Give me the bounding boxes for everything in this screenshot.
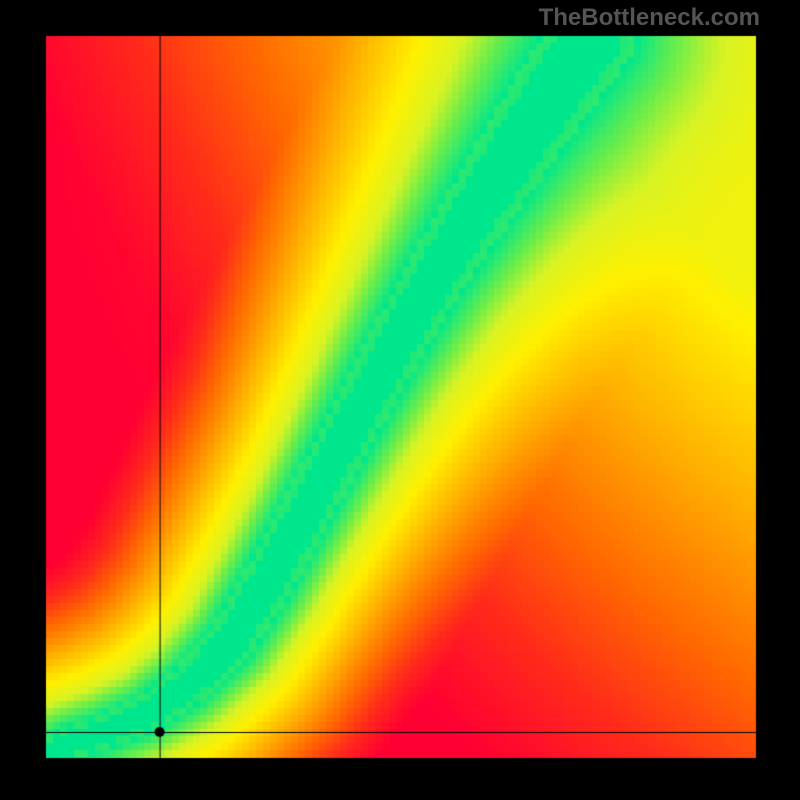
watermark-text: TheBottleneck.com	[539, 4, 760, 32]
crosshair-overlay	[0, 0, 800, 800]
